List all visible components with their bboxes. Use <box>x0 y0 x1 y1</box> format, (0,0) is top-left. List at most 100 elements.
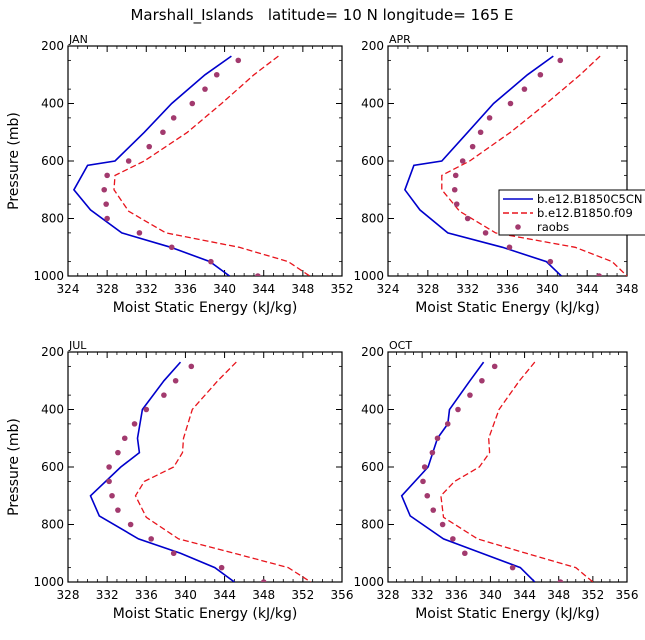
raobs-point <box>469 143 476 150</box>
raobs-point <box>506 244 513 251</box>
x-tick-label: 348 <box>616 282 639 296</box>
x-tick-label: 348 <box>291 282 314 296</box>
x-tick-label: 324 <box>57 282 80 296</box>
x-tick-label: 340 <box>479 588 502 602</box>
raobs-point <box>106 478 112 485</box>
raobs-point <box>260 579 267 582</box>
y-tick-label: 600 <box>361 460 384 474</box>
x-tick-label: 328 <box>96 282 119 296</box>
raobs-point <box>430 507 437 513</box>
panel-jul: JUL 328 332 336 340 344 348 352 356 200 400 600 800 1… <box>6 339 353 622</box>
y-tick-label: 800 <box>361 518 384 532</box>
y-tick-label: 200 <box>41 39 64 53</box>
raobs-point <box>455 406 461 413</box>
raobs-point <box>213 71 220 78</box>
raobs-point <box>477 129 484 136</box>
raobs-point <box>161 392 167 398</box>
raobs-point <box>547 258 554 265</box>
series-line-b-e12-b1850-f09 <box>113 55 311 276</box>
panel-oct: OCT 328 332 336 340 344 348 352 356 200 400 600 800 1… <box>353 339 638 622</box>
raobs-point <box>143 406 150 413</box>
raobs-point <box>170 550 177 557</box>
raobs-point <box>557 57 564 64</box>
y-tick-label: 600 <box>361 154 384 168</box>
panel-label: JUL <box>68 339 87 352</box>
y-tick-label: 1000 <box>353 269 384 283</box>
raobs-point <box>255 273 261 276</box>
raobs-point <box>106 464 112 470</box>
y-tick-label: 400 <box>361 403 384 417</box>
x-tick-label: 344 <box>576 282 599 296</box>
x-tick-label: 340 <box>536 282 559 296</box>
raobs-point <box>146 143 153 150</box>
x-axis-label: Moist Static Energy (kJ/kg) <box>113 606 298 622</box>
y-axis-label: Pressure (mb) <box>6 418 22 516</box>
y-tick-label: 800 <box>361 212 384 226</box>
raobs-point <box>127 521 134 528</box>
raobs-point <box>479 377 485 384</box>
y-tick-label: 200 <box>361 39 384 53</box>
x-axis-label: Moist Static Energy (kJ/kg) <box>415 606 600 622</box>
legend-marker-raobs <box>515 224 521 230</box>
raobs-point <box>125 158 132 164</box>
raobs-point <box>444 421 451 427</box>
raobs-point <box>451 186 458 193</box>
raobs-point <box>521 86 528 92</box>
raobs-point <box>104 215 110 222</box>
series-line-b-e12-b1850c5cn <box>72 55 232 276</box>
x-tick-label: 328 <box>416 282 439 296</box>
x-tick-label: 332 <box>135 282 158 296</box>
series-group <box>403 55 627 276</box>
x-tick-label: 340 <box>174 588 197 602</box>
raobs-point <box>596 273 602 276</box>
series-line-b-e12-b1850-f09 <box>134 361 312 582</box>
figure-title: Marshall_Islands latitude= 10 N longitud… <box>130 6 513 25</box>
series-line-b-e12-b1850-f09 <box>440 361 594 582</box>
raobs-point <box>121 435 128 442</box>
x-tick-label: 328 <box>377 588 400 602</box>
raobs-point <box>452 172 459 179</box>
raobs-point <box>104 172 110 179</box>
raobs-point <box>168 244 175 251</box>
x-tick-label: 336 <box>445 588 468 602</box>
plot-frame <box>67 45 343 277</box>
x-tick-label: 340 <box>213 282 236 296</box>
raobs-point <box>101 186 108 193</box>
x-tick-label: 332 <box>411 588 434 602</box>
raobs-point <box>459 158 466 164</box>
raobs-point <box>462 550 468 557</box>
y-tick-label: 400 <box>361 97 384 111</box>
raobs-point <box>109 492 115 499</box>
panel-label: JAN <box>68 33 88 46</box>
y-tick-label: 1000 <box>33 269 64 283</box>
x-axis-label: Moist Static Energy (kJ/kg) <box>113 300 298 316</box>
panel-label: OCT <box>389 339 412 352</box>
x-tick-label: 348 <box>547 588 570 602</box>
x-tick-label: 352 <box>291 588 314 602</box>
x-tick-label: 332 <box>96 588 119 602</box>
raobs-point <box>170 115 177 121</box>
legend-label: b.e12.B1850C5CN <box>537 192 642 206</box>
x-tick-label: 356 <box>616 588 639 602</box>
y-axis-label: Pressure (mb) <box>6 112 22 210</box>
y-tick-label: 400 <box>41 97 64 111</box>
x-tick-label: 344 <box>213 588 236 602</box>
raobs-point <box>103 201 109 207</box>
x-tick-label: 348 <box>252 588 275 602</box>
raobs-point <box>439 521 446 528</box>
series-group <box>72 55 311 276</box>
y-tick-label: 1000 <box>353 575 384 589</box>
raobs-point <box>557 579 564 582</box>
legend-box <box>498 189 645 236</box>
x-tick-label: 336 <box>135 588 158 602</box>
raobs-point <box>467 392 473 398</box>
y-tick-label: 200 <box>361 345 384 359</box>
y-tick-label: 400 <box>41 403 64 417</box>
x-tick-label: 352 <box>331 282 354 296</box>
legend-label: raobs <box>537 220 569 234</box>
raobs-point <box>208 258 214 265</box>
raobs-point <box>218 564 225 571</box>
x-tick-label: 336 <box>174 282 197 296</box>
